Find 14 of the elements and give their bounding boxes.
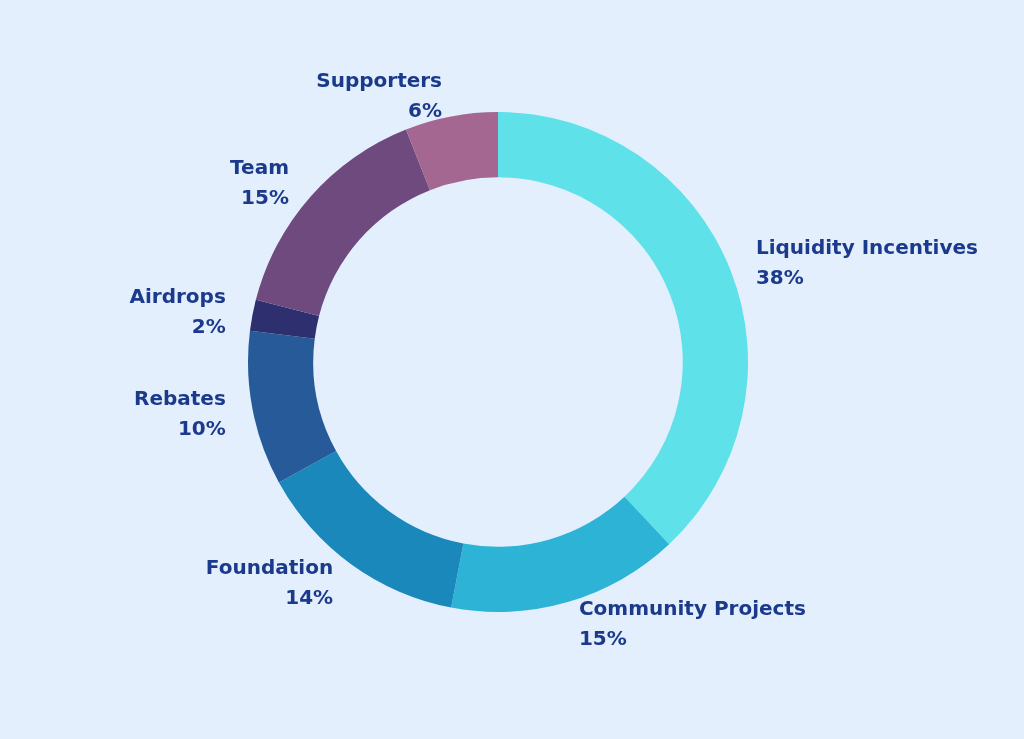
data-label: 14% bbox=[285, 585, 334, 610]
slice-label: Supporters bbox=[316, 67, 443, 92]
data-label: 15% bbox=[241, 185, 289, 210]
data-label: 10% bbox=[177, 415, 226, 440]
slice-label: Airdrops bbox=[129, 284, 226, 309]
data-label: 15% bbox=[578, 626, 627, 651]
slice-label: Team bbox=[230, 155, 289, 180]
data-label: 2% bbox=[191, 314, 226, 339]
data-label: 38% bbox=[755, 264, 804, 289]
data-label: 6% bbox=[408, 97, 443, 122]
slice-label: Liquidity Incentives bbox=[755, 234, 978, 259]
slice-label: Foundation bbox=[205, 555, 334, 580]
slice-label: Community Projects bbox=[578, 596, 806, 621]
slice-label: Rebates bbox=[134, 385, 226, 410]
